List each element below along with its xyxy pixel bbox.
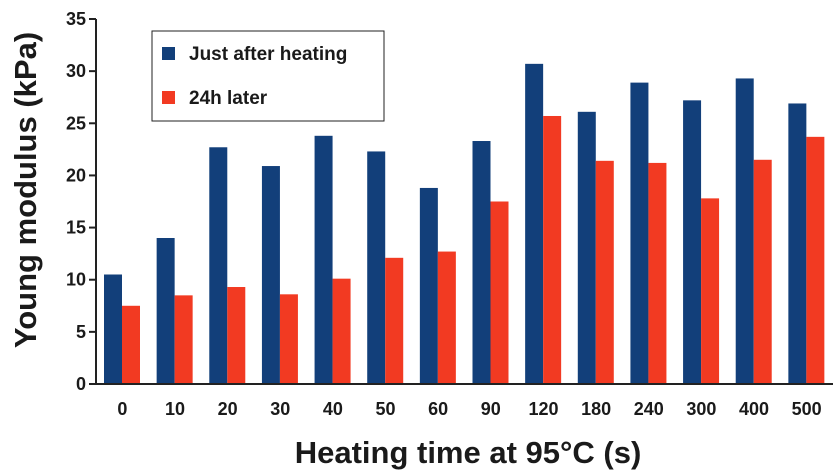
legend-box	[151, 30, 385, 122]
bar-just-after-heating	[314, 135, 333, 384]
legend: Just after heating 24h later	[151, 30, 385, 122]
x-tick-label: 20	[218, 399, 238, 419]
bar-24h-later	[701, 198, 720, 384]
bar-just-after-heating	[209, 147, 228, 384]
bar-24h-later	[595, 160, 614, 384]
x-tick-label: 10	[165, 399, 185, 419]
bar-24h-later	[753, 159, 772, 384]
y-tick-label: 20	[66, 165, 86, 185]
bar-24h-later	[543, 115, 562, 384]
bar-24h-later	[437, 251, 456, 384]
bar-24h-later	[385, 257, 404, 384]
bar-just-after-heating	[367, 151, 386, 384]
x-tick-label: 30	[270, 399, 290, 419]
bar-just-after-heating	[419, 187, 438, 384]
y-tick-label: 35	[66, 9, 86, 29]
x-tick-label: 240	[634, 399, 664, 419]
x-tick-label: 0	[117, 399, 127, 419]
y-axis: 0 5 10 15 20 25 30 35	[66, 9, 97, 394]
bar-just-after-heating	[788, 103, 807, 384]
legend-label: Just after heating	[189, 44, 347, 65]
x-tick-label: 60	[428, 399, 448, 419]
bar-24h-later	[648, 162, 667, 384]
x-tick-label: 40	[323, 399, 343, 419]
bar-just-after-heating	[525, 63, 544, 384]
bar-24h-later	[122, 305, 140, 384]
bar-24h-later	[227, 287, 246, 384]
y-tick-label: 30	[66, 61, 86, 81]
y-tick-label: 25	[66, 113, 86, 133]
bar-24h-later	[174, 295, 193, 384]
bar-just-after-heating	[683, 100, 702, 384]
x-tick-label: 90	[481, 399, 501, 419]
x-tick-label: 300	[686, 399, 716, 419]
y-axis-title: Young modulus (kPa)	[8, 32, 43, 348]
legend-swatch	[162, 91, 175, 104]
y-tick-label: 5	[76, 322, 86, 342]
bar-just-after-heating	[630, 82, 649, 384]
bar-24h-later	[332, 278, 351, 384]
bar-24h-later	[806, 136, 825, 384]
y-tick-label: 0	[76, 374, 86, 394]
legend-swatch	[162, 47, 175, 60]
bar-24h-later	[279, 294, 298, 384]
x-tick-label: 120	[528, 399, 558, 419]
bar-just-after-heating	[577, 111, 596, 385]
bar-just-after-heating	[261, 166, 280, 384]
x-axis-title: Heating time at 95°C (s)	[295, 435, 642, 470]
x-tick-label: 50	[376, 399, 396, 419]
bar-just-after-heating	[472, 141, 491, 384]
legend-label: 24h later	[189, 88, 268, 109]
bar-24h-later	[490, 201, 509, 384]
bar-just-after-heating	[104, 274, 122, 384]
x-axis: 0 10 20 30 40 50 60 90 120 180 240 300 400 500	[96, 383, 833, 419]
x-tick-label: 500	[792, 399, 822, 419]
bar-just-after-heating	[156, 238, 175, 384]
bars	[104, 63, 825, 385]
x-tick-label: 400	[739, 399, 769, 419]
bar-just-after-heating	[735, 78, 754, 384]
y-tick-label: 10	[66, 270, 86, 290]
y-tick-label: 15	[66, 218, 86, 238]
x-tick-label: 180	[581, 399, 611, 419]
